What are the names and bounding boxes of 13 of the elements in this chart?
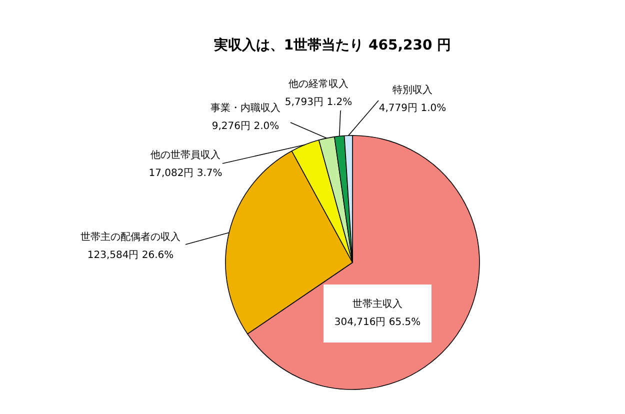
slice-label: 世帯主収入 [352, 298, 402, 310]
slice-label: 特別収入 [392, 84, 432, 96]
data-label: 9,276円 2.0% [212, 121, 280, 132]
data-label: 5,793円 1.2% [284, 97, 352, 108]
slice-label: 事業・内職収入 [210, 102, 280, 114]
data-label: 17,082円 3.7% [148, 168, 222, 179]
data-label: 4,779円 1.0% [378, 103, 446, 114]
chart-title: 実収入は、1世帯当たり 465,230 円 [214, 36, 452, 54]
slice-label: 他の世帯員収入 [150, 149, 220, 161]
slice-label: 他の経常収入 [288, 78, 348, 90]
slice-label: 世帯主の配偶者の収入 [80, 231, 180, 243]
data-label: 304,716円 65.5% [334, 317, 421, 328]
data-label: 123,584円 26.6% [87, 250, 174, 261]
